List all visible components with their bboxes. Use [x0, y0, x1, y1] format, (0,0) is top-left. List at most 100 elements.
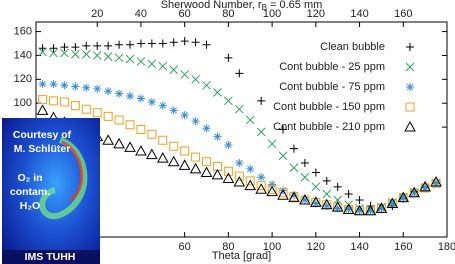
data-point: [126, 121, 134, 129]
data-point: [137, 126, 145, 134]
x2-axis-label-part: Sherwood Number, r: [161, 0, 262, 11]
data-point: [212, 170, 222, 179]
data-point: [181, 71, 189, 79]
legend-marker: [406, 83, 414, 91]
y-tick-label: 120: [14, 73, 32, 85]
data-point: [71, 102, 79, 110]
data-point: [137, 40, 145, 48]
legend-label: Clean bubble: [320, 41, 385, 53]
data-point: [246, 165, 254, 173]
data-point: [235, 69, 243, 77]
data-point: [49, 44, 57, 52]
x-tick-label: 120: [307, 241, 325, 253]
data-point: [235, 105, 243, 113]
data-point: [224, 97, 232, 105]
data-point: [39, 96, 47, 104]
y-tick-label: 100: [14, 97, 32, 109]
data-point: [257, 128, 265, 136]
data-point: [39, 80, 47, 88]
x2-tick-label: 160: [394, 8, 412, 20]
data-point: [170, 142, 178, 150]
data-point: [93, 85, 101, 93]
data-point: [192, 75, 200, 83]
data-point: [203, 81, 211, 89]
data-point: [334, 183, 342, 191]
data-point: [257, 97, 265, 105]
data-point: [71, 43, 79, 51]
x2-tick-label: 20: [91, 8, 103, 20]
data-point: [301, 173, 309, 181]
data-point: [104, 42, 112, 50]
data-point: [38, 105, 48, 114]
legend-marker: [406, 103, 414, 111]
x2-axis-label-part: = 0.65 mm: [267, 0, 322, 11]
data-point: [49, 80, 57, 88]
data-point: [115, 90, 123, 98]
data-point: [213, 133, 221, 141]
data-point: [192, 117, 200, 125]
inset-image: Courtesy of M. Schlüter O₂ in contam. H₂…: [2, 118, 100, 264]
x2-tick-label: 140: [350, 8, 368, 20]
data-point: [323, 177, 331, 185]
data-point: [148, 60, 156, 68]
legend-marker: [406, 43, 414, 51]
data-point: [126, 41, 134, 49]
data-point: [170, 66, 178, 74]
data-point: [203, 158, 211, 166]
data-point: [159, 136, 167, 144]
x-tick-label: 180: [438, 241, 455, 253]
inset-text: O₂ in: [17, 172, 42, 184]
legend-label: Cont bubble - 75 ppm: [279, 81, 385, 93]
data-point: [192, 38, 200, 46]
x-axis-label: Theta [grad]: [212, 250, 271, 262]
inset-text: Courtesy of: [13, 129, 72, 141]
data-point: [82, 105, 90, 113]
inset-text: H₂O: [20, 200, 40, 212]
data-point: [60, 81, 68, 89]
data-point: [115, 41, 123, 49]
y-tick-label: 140: [14, 49, 32, 61]
data-point: [345, 190, 353, 198]
data-point: [148, 98, 156, 106]
legend-marker: [405, 122, 415, 131]
x-tick-label: 160: [394, 241, 412, 253]
data-point: [115, 54, 123, 62]
data-point: [301, 159, 309, 167]
data-point: [312, 169, 320, 177]
data-point: [71, 50, 79, 58]
data-point: [158, 153, 168, 162]
y-tick-label: 160: [14, 25, 32, 37]
data-point: [103, 135, 113, 144]
data-point: [356, 196, 364, 204]
data-point: [114, 139, 124, 148]
data-point: [159, 62, 167, 70]
data-point: [137, 94, 145, 102]
data-point: [82, 42, 90, 50]
legend-marker: [406, 63, 414, 71]
data-point: [159, 40, 167, 48]
data-point: [93, 51, 101, 59]
data-point: [170, 106, 178, 114]
data-point: [213, 88, 221, 96]
data-point: [224, 54, 232, 62]
data-point: [137, 57, 145, 65]
data-point: [93, 109, 101, 117]
data-point: [71, 83, 79, 91]
inset-text: IMS TUHH: [25, 251, 76, 263]
x2-axis-label: Sherwood Number, rB = 0.65 mm: [161, 0, 323, 12]
data-point: [191, 164, 201, 173]
data-point: [115, 116, 123, 124]
data-point: [148, 130, 156, 138]
data-point: [246, 116, 254, 124]
data-point: [147, 150, 157, 159]
data-point: [181, 37, 189, 45]
data-point: [312, 183, 320, 191]
data-point: [257, 173, 265, 181]
data-point: [192, 153, 200, 161]
legend-label: Cont bubble - 150 ppm: [273, 101, 385, 113]
data-point: [136, 146, 146, 155]
data-point: [148, 40, 156, 48]
data-point: [203, 41, 211, 49]
data-point: [235, 159, 243, 167]
chart: 6080100120140160180204060801001201401608…: [0, 0, 455, 264]
